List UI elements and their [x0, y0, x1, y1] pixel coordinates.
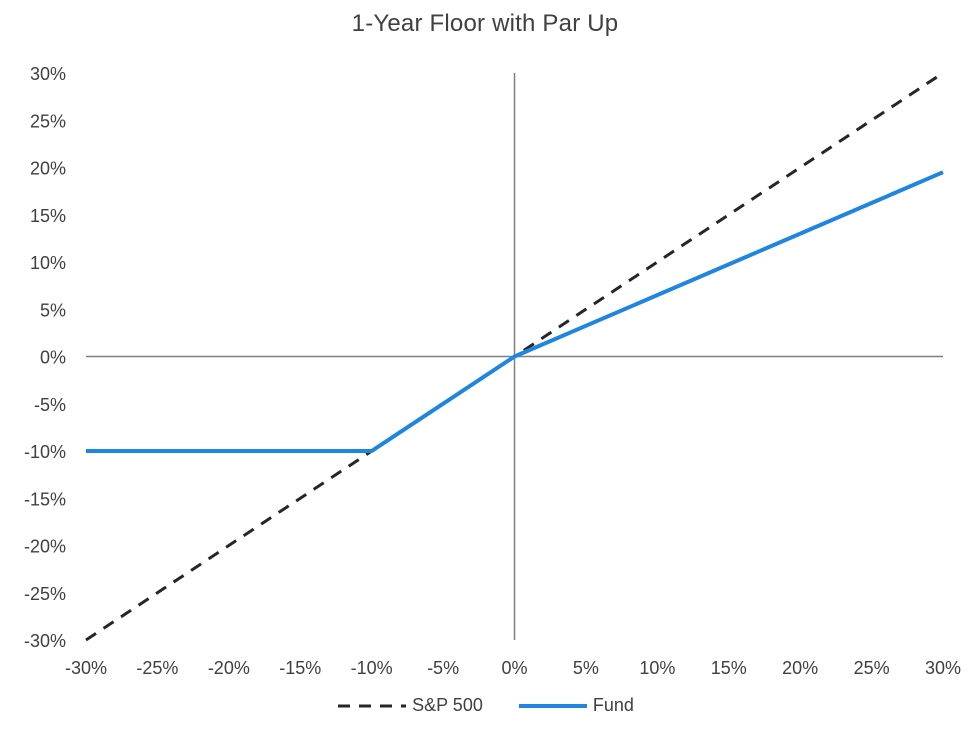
x-tick-labels: -30% -25% -20% -15% -10% -5% 0% 5% 10% 15% 20% 25% 3… — [65, 658, 961, 678]
x-tick-label: -25% — [136, 658, 178, 678]
y-tick-label: 0% — [40, 348, 66, 368]
y-tick-label: 25% — [30, 111, 66, 131]
x-tick-label: -20% — [208, 658, 250, 678]
y-tick-label: 30% — [30, 64, 66, 84]
series-layer — [85, 71, 944, 642]
legend-label-sp500: S&P 500 — [412, 695, 483, 715]
x-tick-label: -10% — [351, 658, 393, 678]
legend-swatch-sp500 — [338, 704, 407, 707]
y-tick-label: 5% — [40, 300, 66, 320]
y-tick-label: -20% — [24, 537, 66, 557]
legend-label-fund: Fund — [592, 695, 634, 715]
y-tick-label: 10% — [30, 253, 66, 273]
legend-item-fund: Fund — [517, 695, 634, 716]
x-tick-label: 0% — [501, 658, 527, 678]
chart-title: 1-Year Floor with Par Up — [351, 10, 619, 37]
legend-item-sp500: S&P 500 — [336, 695, 483, 716]
legend: S&P 500 Fund — [0, 695, 970, 716]
y-tick-labels: 30% 25% 20% 15% 10% 5% 0% -5% -10% -15% -20% -25% -3… — [24, 64, 66, 651]
y-tick-label: -10% — [24, 442, 66, 462]
y-tick-label: -15% — [24, 489, 66, 509]
x-tick-label: 20% — [782, 658, 818, 678]
x-tick-label: 15% — [711, 658, 747, 678]
x-tick-label: -30% — [65, 658, 107, 678]
series-line-fund — [86, 170, 944, 453]
x-tick-label: -15% — [279, 658, 321, 678]
y-tick-label: -25% — [24, 584, 66, 604]
y-tick-label: 15% — [30, 206, 66, 226]
x-tick-label: 10% — [639, 658, 675, 678]
y-tick-label: -30% — [24, 631, 66, 651]
y-tick-label: 20% — [30, 159, 66, 179]
x-tick-label: 25% — [854, 658, 890, 678]
x-tick-label: 30% — [925, 658, 961, 678]
y-tick-label: -5% — [34, 395, 66, 415]
x-tick-label: 5% — [573, 658, 599, 678]
x-tick-label: -5% — [427, 658, 459, 678]
legend-swatch-fund — [518, 703, 587, 708]
